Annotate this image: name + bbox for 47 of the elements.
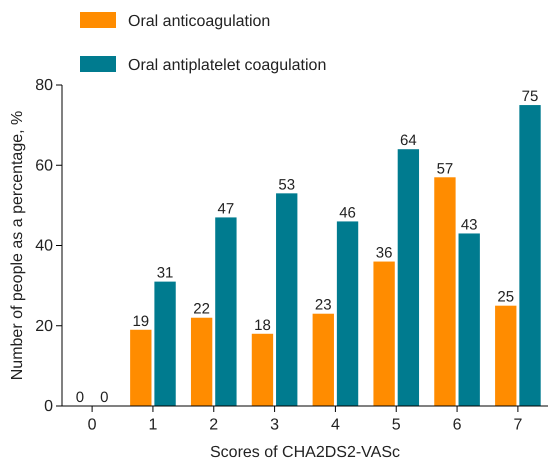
bar xyxy=(215,217,237,406)
data-label: 18 xyxy=(254,316,271,334)
x-tick-label: 7 xyxy=(513,416,522,434)
data-label: 23 xyxy=(314,296,332,314)
bar xyxy=(276,193,298,406)
bar xyxy=(190,318,212,406)
bar xyxy=(495,306,516,406)
x-tick-label: 2 xyxy=(209,416,218,434)
y-tick-label: 80 xyxy=(35,77,54,94)
bar xyxy=(130,330,152,406)
bar xyxy=(336,221,358,406)
bar xyxy=(154,282,176,406)
x-tick-label: 6 xyxy=(452,416,462,434)
bar xyxy=(312,314,334,406)
bar xyxy=(434,177,456,406)
data-label: 75 xyxy=(522,88,538,106)
y-tick-label: 20 xyxy=(35,318,54,335)
y-tick-label: 0 xyxy=(44,398,54,416)
legend-label: Oral anticoagulation xyxy=(128,13,270,30)
data-label: 22 xyxy=(193,300,210,318)
bar xyxy=(373,262,395,406)
bar xyxy=(458,233,480,406)
data-label: 0 xyxy=(76,389,84,406)
bar xyxy=(398,149,420,406)
data-label: 25 xyxy=(497,288,514,306)
y-tick-label: 60 xyxy=(35,157,54,174)
data-label: 31 xyxy=(156,264,174,282)
x-tick-label: 3 xyxy=(270,416,280,434)
bar xyxy=(252,334,274,406)
data-label: 46 xyxy=(339,204,356,222)
y-tick-label: 40 xyxy=(35,238,54,255)
data-label: 0 xyxy=(100,389,108,406)
data-label: 43 xyxy=(460,216,478,234)
x-axis-title: Scores of CHA2DS2-VASc xyxy=(210,444,400,461)
x-tick-label: 5 xyxy=(392,416,401,434)
bar xyxy=(519,105,541,406)
data-label: 36 xyxy=(376,244,392,262)
data-label: 57 xyxy=(436,160,454,178)
data-label: 19 xyxy=(132,312,150,330)
legend-label: Oral antiplatelet coagulation xyxy=(128,57,326,74)
x-tick-label: 4 xyxy=(330,416,340,434)
y-axis-title: Number of people as a percentage, % xyxy=(9,110,26,380)
x-tick-label: 1 xyxy=(148,416,158,434)
data-label: 64 xyxy=(400,132,417,150)
data-label: 53 xyxy=(278,176,296,194)
data-label: 47 xyxy=(218,200,234,218)
x-tick-label: 0 xyxy=(88,416,97,434)
